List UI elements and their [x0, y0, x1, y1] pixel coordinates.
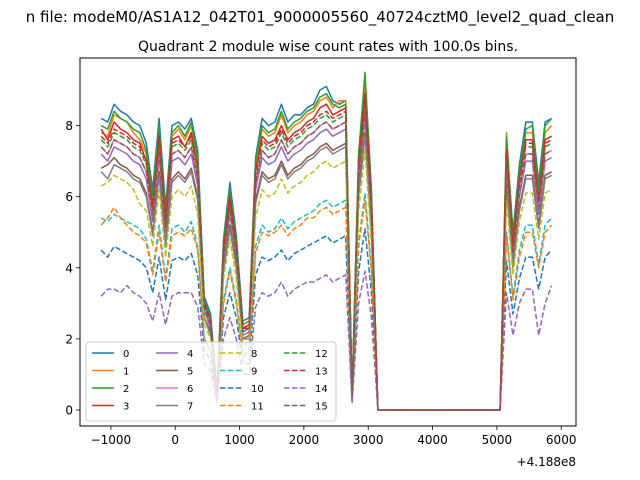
y-tick-label: 8 — [65, 119, 73, 133]
y-tick-label: 2 — [65, 332, 73, 346]
x-tick-label: 2000 — [289, 433, 320, 447]
y-tick-label: 4 — [65, 261, 73, 275]
legend-label: 13 — [315, 367, 328, 378]
legend-label: 10 — [251, 384, 264, 395]
series-line-15 — [100, 110, 552, 411]
x-tick-label: −1000 — [91, 433, 132, 447]
legend-label: 15 — [315, 402, 328, 413]
legend-label: 7 — [187, 402, 193, 413]
x-tick-label: 0 — [171, 433, 179, 447]
series-layer — [100, 71, 553, 411]
y-axis: 0 2 4 6 8 — [65, 119, 80, 418]
figure-suptitle: n file: modeM0/AS1A12_042T01_9000005560_… — [26, 8, 615, 27]
x-tick-label: 3000 — [353, 433, 384, 447]
legend-label: 0 — [123, 349, 129, 360]
legend-box — [85, 341, 337, 422]
legend-label: 14 — [315, 384, 328, 395]
legend-label: 6 — [187, 384, 193, 395]
x-tick-label: 1000 — [224, 433, 255, 447]
legend-label: 5 — [187, 367, 193, 378]
x-tick-label: 6000 — [546, 433, 577, 447]
legend-label: 9 — [251, 367, 257, 378]
legend-label: 4 — [187, 349, 193, 360]
x-tick-label: 5000 — [482, 433, 513, 447]
legend-label: 1 — [123, 367, 129, 378]
legend-label: 3 — [123, 402, 129, 413]
chart-title: Quadrant 2 module wise count rates with … — [138, 39, 518, 55]
legend-label: 12 — [315, 349, 328, 360]
x-tick-label: 4000 — [417, 433, 448, 447]
x-offset-label: +4.188e8 — [517, 455, 576, 469]
series-line-14 — [100, 270, 553, 411]
legend-label: 8 — [251, 349, 257, 360]
y-tick-label: 0 — [65, 404, 73, 418]
legend-label: 11 — [251, 402, 264, 413]
y-tick-label: 6 — [65, 190, 73, 204]
legend-label: 2 — [123, 384, 129, 395]
x-axis: −1000 0 1000 2000 3000 4000 5000 6000 — [91, 426, 577, 447]
series-line-8 — [100, 149, 552, 411]
axes-frame — [79, 57, 577, 427]
